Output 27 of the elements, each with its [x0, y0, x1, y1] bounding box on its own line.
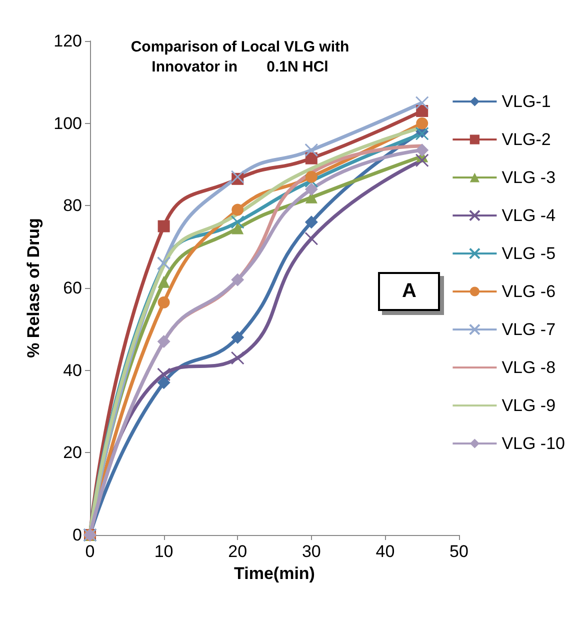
legend-label: VLG -3 — [502, 168, 556, 187]
legend-label: VLG -8 — [502, 358, 556, 377]
x-tick-label: 50 — [450, 542, 468, 561]
annotation: A — [378, 272, 440, 311]
x-tick-label: 30 — [302, 542, 321, 561]
text: Comparison of Local VLG with Innovator in 0.1N HCl — [130, 38, 350, 76]
y-tick-label: 0 — [72, 526, 82, 544]
y-tick-label: 120 — [54, 32, 82, 50]
y-tick-label: 100 — [54, 114, 82, 133]
legend-label: VLG -10 — [502, 434, 565, 453]
x-axis-title: Time(min) — [234, 564, 315, 583]
y-tick-label: 40 — [63, 360, 82, 380]
x-tick-label: 0 — [85, 542, 95, 561]
legend-label: VLG -6 — [502, 282, 556, 301]
legend-label: VLG-1 — [502, 92, 551, 111]
x-tick-label: 40 — [376, 542, 395, 561]
y-tick-label: 60 — [63, 278, 82, 298]
legend-label: VLG -5 — [502, 244, 556, 263]
x-tick-label: 20 — [228, 542, 248, 561]
y-tick-label: 20 — [63, 443, 82, 462]
legend-label: VLG-2 — [502, 130, 551, 149]
legend-label: VLG -7 — [502, 320, 556, 339]
x-tick-label: 10 — [154, 542, 174, 561]
legend-label: VLG -9 — [502, 396, 556, 415]
y-axis-title: % Relase of Drug — [24, 218, 43, 358]
y-tick-label: 80 — [63, 196, 82, 216]
legend-label: VLG -4 — [502, 206, 556, 225]
